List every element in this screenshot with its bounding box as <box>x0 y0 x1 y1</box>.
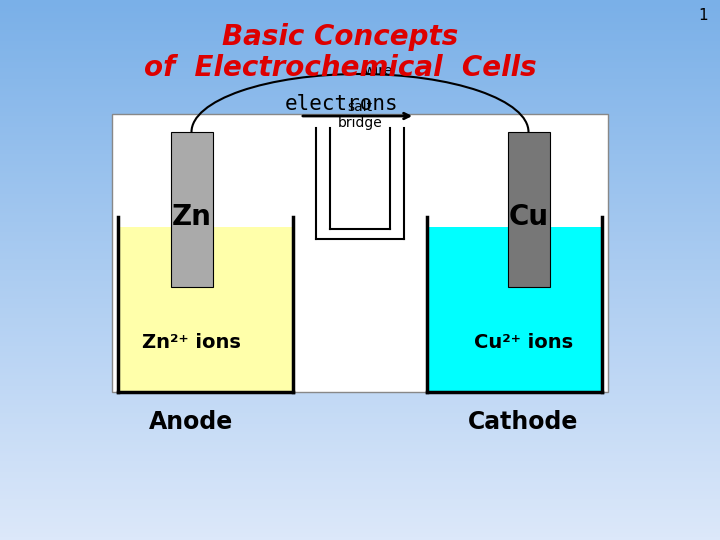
Bar <box>171 132 212 287</box>
Text: Zn: Zn <box>171 203 212 231</box>
Bar <box>427 227 602 392</box>
Bar <box>118 227 293 392</box>
Text: Basic Concepts: Basic Concepts <box>222 23 458 51</box>
Text: electrons: electrons <box>285 94 399 114</box>
Text: 1: 1 <box>698 9 708 24</box>
Bar <box>508 132 549 287</box>
Text: Cu²⁺ ions: Cu²⁺ ions <box>474 333 573 352</box>
Text: Cathode: Cathode <box>468 410 578 434</box>
Text: wire: wire <box>364 64 392 78</box>
Text: Zn²⁺ ions: Zn²⁺ ions <box>142 333 241 352</box>
Bar <box>112 114 608 392</box>
Text: Cu: Cu <box>508 203 549 231</box>
Text: salt
bridge: salt bridge <box>338 100 382 130</box>
Text: Anode: Anode <box>149 410 233 434</box>
Text: of  Electrochemical  Cells: of Electrochemical Cells <box>144 54 536 82</box>
